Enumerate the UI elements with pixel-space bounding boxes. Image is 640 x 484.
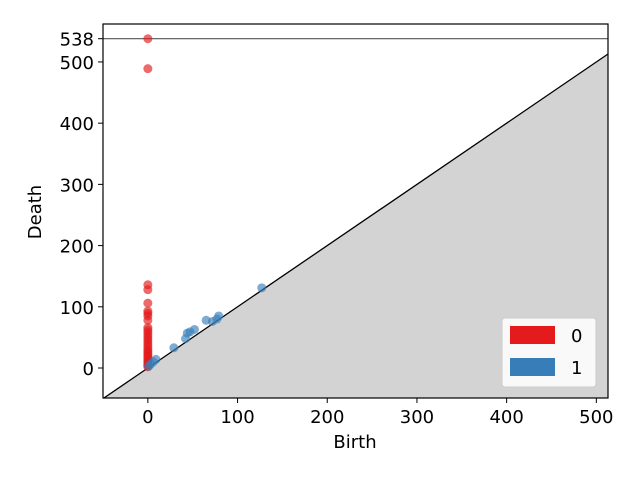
x-tick-label: 300 bbox=[400, 407, 434, 428]
x-tick-label: 100 bbox=[220, 407, 254, 428]
x-axis-label: Birth bbox=[333, 432, 376, 453]
y-axis-label: Death bbox=[25, 185, 46, 239]
point-dim-0 bbox=[143, 34, 153, 44]
point-dim-0 bbox=[143, 285, 153, 295]
diagonal-line bbox=[103, 53, 608, 398]
legend: 0 1 bbox=[501, 317, 597, 388]
point-dim-1 bbox=[201, 315, 211, 325]
point-dim-1 bbox=[181, 334, 191, 344]
point-dim-0 bbox=[143, 64, 153, 74]
x-tick-label: 400 bbox=[489, 407, 523, 428]
legend-swatch-0 bbox=[510, 326, 555, 344]
legend-label-0: 0 bbox=[571, 326, 582, 347]
legend-label-1: 1 bbox=[571, 358, 582, 379]
point-dim-0 bbox=[143, 298, 153, 308]
x-axis: 0 100 200 300 400 500 bbox=[142, 398, 614, 428]
legend-swatch-1 bbox=[510, 358, 555, 376]
x-tick-label: 500 bbox=[579, 407, 613, 428]
plot-area bbox=[103, 34, 608, 398]
x-tick-label: 0 bbox=[142, 407, 153, 428]
point-dim-0 bbox=[143, 315, 153, 325]
y-tick-label: 538 bbox=[60, 30, 94, 51]
y-tick-label: 300 bbox=[60, 175, 94, 196]
point-dim-1 bbox=[169, 343, 179, 353]
y-tick-label: 100 bbox=[60, 298, 94, 319]
point-dim-1 bbox=[257, 283, 267, 293]
y-tick-label: 200 bbox=[60, 237, 94, 258]
y-tick-label: 500 bbox=[60, 53, 94, 74]
x-tick-label: 200 bbox=[310, 407, 344, 428]
y-tick-label: 400 bbox=[60, 114, 94, 135]
points-layer bbox=[143, 34, 267, 372]
y-tick-label: 0 bbox=[83, 359, 94, 380]
point-dim-1 bbox=[144, 361, 154, 371]
plot-frame bbox=[102, 23, 609, 399]
